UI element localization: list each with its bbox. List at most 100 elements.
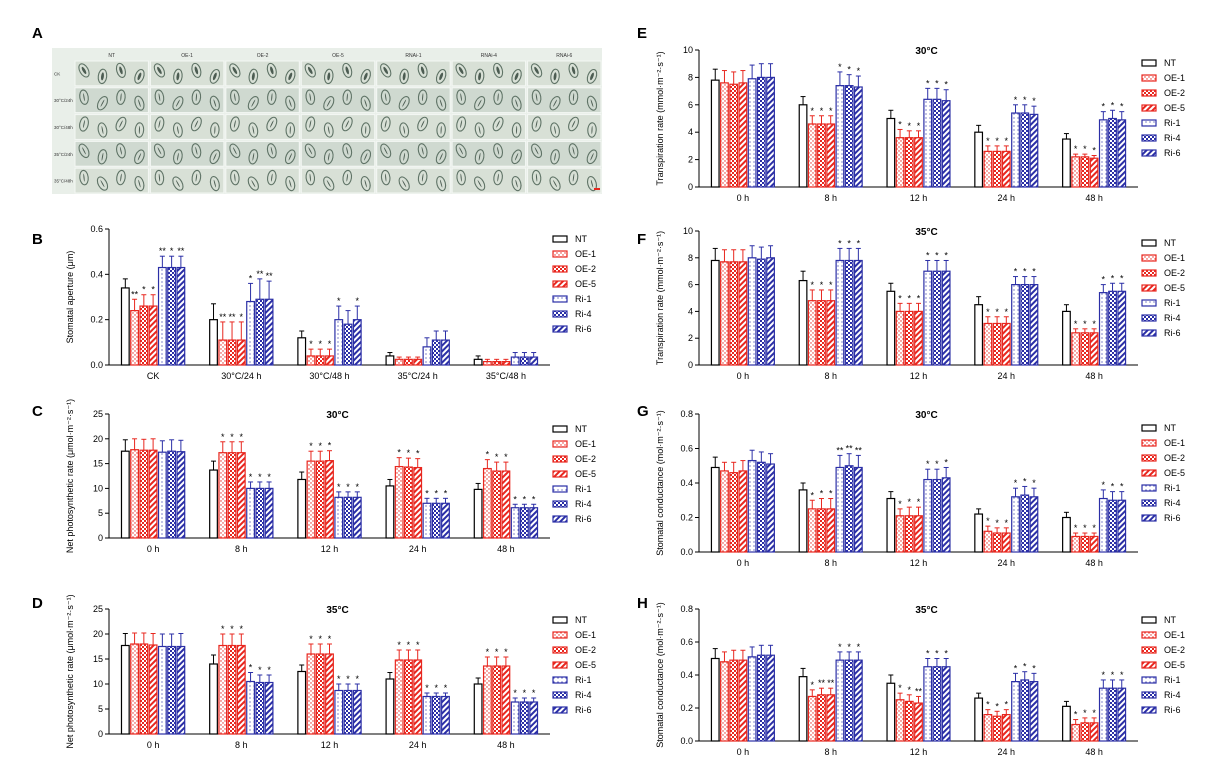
stoma-pore <box>309 173 311 182</box>
stoma-pore <box>138 99 141 108</box>
stoma-pore <box>534 147 539 155</box>
legend-label: OE-5 <box>575 660 596 670</box>
significance-mark: * <box>356 482 360 492</box>
significance-mark: * <box>1014 663 1018 673</box>
legend-label: NT <box>1164 58 1176 68</box>
stoma-guard-cell <box>154 169 165 186</box>
y-tick-label: 15 <box>93 654 103 664</box>
stoma-guard-cell <box>456 116 467 132</box>
micrograph-row-label: 30°C/24h <box>54 98 73 103</box>
stoma-pore <box>269 120 274 128</box>
bar-oe-2 <box>492 665 502 735</box>
bar-nt <box>209 319 218 366</box>
significance-mark: * <box>1120 482 1124 492</box>
significance-mark: * <box>309 441 313 451</box>
significance-mark: * <box>1120 273 1124 283</box>
stoma-guard-cell <box>191 169 202 186</box>
bar-oe-5 <box>236 339 246 366</box>
stoma-pore <box>234 173 236 182</box>
significance-mark: * <box>1014 478 1018 488</box>
bar-oe-2 <box>139 449 149 539</box>
micrograph-cell <box>300 140 376 167</box>
stoma-pore <box>346 173 348 182</box>
bar-ri-1 <box>510 507 520 539</box>
bar-ri-6 <box>1029 680 1039 742</box>
stoma-pore <box>515 179 518 188</box>
y-tick-label: 25 <box>93 604 103 614</box>
stoma-pore <box>553 72 557 81</box>
bar-ri-1 <box>1011 496 1020 553</box>
legend-label: OE-5 <box>1164 283 1185 293</box>
stoma-pore <box>572 173 575 182</box>
y-tick-label: 10 <box>93 679 103 689</box>
bar-ri-1 <box>923 270 933 366</box>
bar-nt <box>710 657 720 742</box>
stoma-pore <box>478 126 481 134</box>
stoma-pore <box>83 173 85 182</box>
x-tick-label: 8 h <box>235 740 248 750</box>
bar-nt <box>886 497 896 553</box>
stoma-guard-cell <box>285 176 296 192</box>
y-tick-label: 0.2 <box>680 703 693 713</box>
x-tick-label: 8 h <box>824 558 837 568</box>
stoma-guard-cell <box>550 68 560 85</box>
stoma-guard-cell <box>323 176 335 191</box>
bar-oe-5 <box>413 358 423 366</box>
legend-swatch-oe-1 <box>1141 631 1157 639</box>
bar-oe-1 <box>306 460 316 539</box>
stoma-pore <box>514 153 519 161</box>
stoma-pore <box>364 99 368 108</box>
stoma-pore <box>138 126 140 134</box>
bar-oe-5 <box>325 355 334 366</box>
significance-mark: * <box>944 649 948 659</box>
stoma-pore <box>119 120 123 128</box>
stoma-guard-cell <box>209 149 221 165</box>
stoma-pore <box>439 72 444 81</box>
stoma-guard-cell <box>78 63 90 78</box>
bar-nt <box>297 337 307 366</box>
bar-ri-6 <box>264 487 274 539</box>
bar-oe-2 <box>1080 535 1090 553</box>
bar-nt <box>798 489 808 553</box>
bar-oe-1 <box>720 261 729 366</box>
stoma-guard-cell <box>549 176 561 191</box>
stoma-pore <box>309 93 312 102</box>
bar-oe-1 <box>895 137 905 188</box>
bar-ri-1 <box>747 257 757 366</box>
chart-panel-c: C 0 5 10 15 20 25 Net photosynthetic rate (μmol… <box>32 399 596 554</box>
bar-nt <box>473 358 483 366</box>
micrograph-panel: NT OE-1 OE-2 OE-5 RNAi-1 RNAi-4 RNAi-6 CK 30°C/2… <box>52 48 602 194</box>
bar-nt <box>798 279 808 366</box>
bar-ri-1 <box>334 319 344 366</box>
significance-mark: * <box>328 441 332 451</box>
stoma-pore <box>496 120 500 128</box>
significance-mark: * <box>309 339 313 349</box>
stoma-guard-cell <box>342 143 353 159</box>
stoma-pore <box>307 66 313 74</box>
significance-mark: * <box>829 489 833 499</box>
bar-ri-4 <box>167 266 177 366</box>
bar-oe-5 <box>914 310 923 366</box>
bar-ri-4 <box>932 666 942 742</box>
legend-swatch-ri-1 <box>1141 676 1157 684</box>
legend-swatch-oe-2 <box>1141 269 1157 277</box>
stoma-guard-cell <box>266 116 278 132</box>
y-tick-label: 5 <box>98 508 103 518</box>
bar-ri-6 <box>941 477 951 553</box>
stoma-guard-cell <box>79 89 89 105</box>
y-tick-label: 0.0 <box>680 736 693 746</box>
significance-mark: * <box>995 307 999 317</box>
stoma-guard-cell <box>115 62 127 78</box>
panel-label-e: E <box>637 25 647 42</box>
stoma-pore <box>137 72 142 81</box>
bar-ri-6 <box>941 666 951 742</box>
bar-oe-5 <box>738 470 748 553</box>
legend-swatch-oe-5 <box>1141 469 1157 477</box>
stoma-pore <box>553 99 557 107</box>
significance-mark: * <box>221 624 225 634</box>
y-tick-label: 8 <box>688 253 693 263</box>
legend-label: Ri-4 <box>1164 313 1181 323</box>
bar-nt <box>710 259 720 366</box>
significance-mark: * <box>337 674 341 684</box>
significance-mark: * <box>1083 319 1087 329</box>
